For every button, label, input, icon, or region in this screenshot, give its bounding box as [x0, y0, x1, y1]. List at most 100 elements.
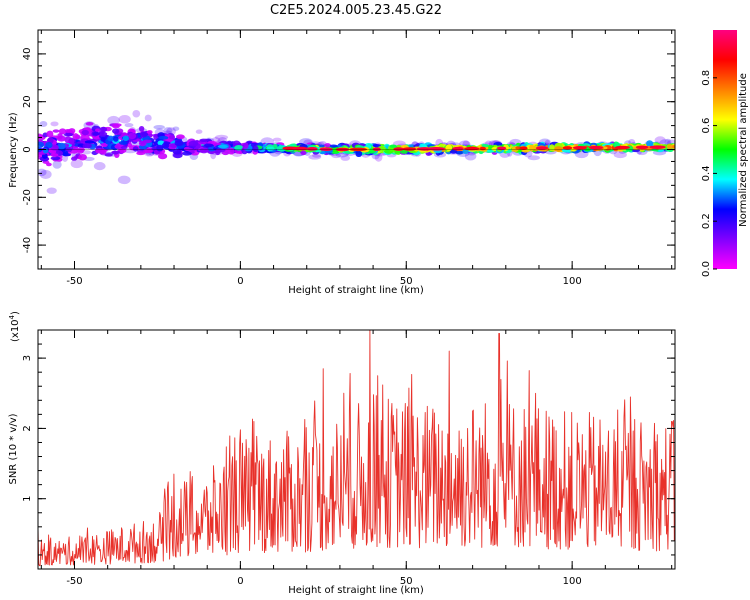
snr-y-tick-label: 3 [22, 355, 33, 361]
heatmap-cell [175, 134, 185, 140]
heatmap-cell [153, 124, 165, 130]
heatmap-cell [372, 143, 381, 148]
heatmap-cell [172, 126, 180, 131]
snr-panel: -50 0 50 100 3 2 1 Height of straight line (km… [8, 311, 676, 596]
heatmap-cell [95, 128, 101, 132]
heatmap-cell [562, 146, 573, 150]
spectrogram-x-tick-label: 50 [400, 276, 413, 287]
snr-x-tick-label: 100 [563, 576, 582, 587]
colorbar-gradient [713, 30, 737, 269]
heatmap-cell [113, 136, 119, 142]
heatmap-cell [614, 145, 630, 150]
heatmap-cell [312, 153, 322, 158]
heatmap-cell [529, 144, 535, 152]
heatmap-cell [138, 125, 145, 132]
heatmap-cell [324, 143, 331, 148]
heatmap-cell [85, 122, 94, 126]
colorbar: 0.0 0.2 0.4 0.6 0.8 Normalized spectral ampl… [701, 30, 749, 277]
heatmap-cell [243, 142, 249, 149]
heatmap-cell [112, 128, 120, 134]
heatmap-cell [188, 140, 199, 147]
heatmap-cell [481, 143, 490, 148]
heatmap-cell [118, 140, 128, 145]
heatmap-cell [214, 148, 221, 156]
snr-x-tick-label: 0 [237, 576, 243, 587]
spectrogram-x-tick-label: 100 [563, 276, 582, 287]
spectrogram-y-tick-label: 0 [22, 146, 33, 152]
heatmap-cell [50, 153, 59, 157]
heatmap-cell [93, 161, 106, 171]
heatmap-cell [121, 132, 128, 137]
spectrogram-ticks: -50 0 50 100 40 20 0 -20 -40 [22, 29, 675, 287]
heatmap-cell [174, 140, 184, 147]
snr-x-tick-label: 50 [400, 576, 413, 587]
heatmap-cell [38, 168, 47, 177]
heatmap-cell [329, 144, 338, 148]
heatmap-cell [554, 146, 563, 152]
snr-y-tick-label: 2 [22, 425, 33, 431]
heatmap-cell [39, 169, 52, 179]
heatmap-cell [252, 145, 259, 153]
heatmap-cell [64, 132, 74, 137]
heatmap-cell [654, 136, 666, 145]
heatmap-cell [589, 145, 603, 150]
heatmap-cell [84, 140, 95, 144]
spectrogram-x-tick-label: 0 [237, 276, 243, 287]
heatmap-cell [70, 159, 83, 169]
spectrogram-y-tick-label: 40 [22, 48, 33, 61]
heatmap-cell [331, 153, 342, 159]
heatmap-cell [374, 153, 383, 162]
heatmap-cell [163, 141, 171, 145]
heatmap-cell [572, 146, 587, 150]
figure-title: C2E5.2024.005.23.45.G22 [270, 3, 442, 18]
heatmap-cell [146, 130, 153, 135]
heatmap-cell [81, 150, 92, 155]
snr-y-tick-label: 1 [22, 496, 33, 502]
spectrogram-x-tick-label: -50 [66, 276, 82, 287]
heatmap-cell [393, 147, 405, 151]
heatmap-cell [92, 131, 100, 136]
heatmap-cell [535, 146, 549, 150]
heatmap-cell [128, 132, 137, 140]
heatmap-cell [144, 114, 152, 122]
heatmap-cell [204, 143, 214, 148]
heatmap-cell [217, 144, 228, 149]
heatmap-cell [38, 133, 43, 138]
heatmap-cell [42, 148, 49, 154]
heatmap-cell [142, 139, 152, 144]
heatmap-cell [107, 135, 115, 142]
heatmap-cell [78, 153, 87, 161]
snr-series-line [37, 329, 676, 567]
heatmap-cell [139, 131, 148, 138]
heatmap-cell [46, 130, 54, 138]
heatmap-cell [99, 126, 108, 133]
heatmap-cell [449, 149, 458, 154]
heatmap-cell [182, 151, 192, 156]
snr-multiplier: (x104) [8, 311, 21, 342]
heatmap-cell [158, 135, 169, 140]
heatmap-cell [107, 115, 120, 125]
heatmap-cell [50, 156, 61, 161]
heatmap-cell [100, 137, 106, 142]
snr-ticks: -50 0 50 100 3 2 1 [22, 330, 675, 587]
heatmap-cell [81, 129, 89, 136]
heatmap-cell [111, 150, 121, 154]
heatmap-cell [199, 138, 209, 143]
heatmap-cell [68, 137, 75, 145]
heatmap-cell [72, 133, 79, 140]
heatmap-cell [628, 139, 636, 145]
heatmap-cell [52, 160, 62, 169]
spectrogram-y-axis-label: Frequency (Hz) [8, 112, 19, 188]
heatmap-cell [402, 147, 417, 151]
heatmap-cell [234, 144, 244, 151]
heatmap-cell [52, 129, 60, 133]
heatmap-cell [427, 147, 446, 151]
heatmap-cell [132, 146, 139, 152]
heatmap-cell [276, 145, 287, 152]
heatmap-cell [50, 144, 59, 151]
heatmap-cell [38, 141, 45, 149]
heatmap-cell [104, 153, 113, 157]
colorbar-tick-label: 0.6 [701, 118, 712, 134]
heatmap-cell [97, 131, 108, 137]
